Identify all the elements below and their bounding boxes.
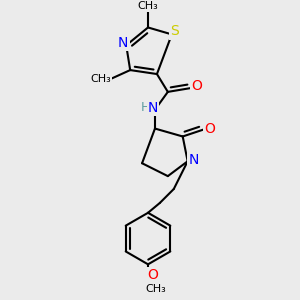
Text: N: N — [118, 36, 128, 50]
Text: S: S — [170, 24, 179, 38]
Text: N: N — [148, 101, 158, 115]
Text: O: O — [148, 268, 158, 282]
Text: H: H — [140, 101, 150, 114]
Text: CH₃: CH₃ — [146, 284, 166, 294]
Text: CH₃: CH₃ — [138, 1, 158, 11]
Text: O: O — [191, 79, 202, 93]
Text: CH₃: CH₃ — [90, 74, 111, 84]
Text: O: O — [204, 122, 215, 136]
Text: N: N — [188, 153, 199, 167]
